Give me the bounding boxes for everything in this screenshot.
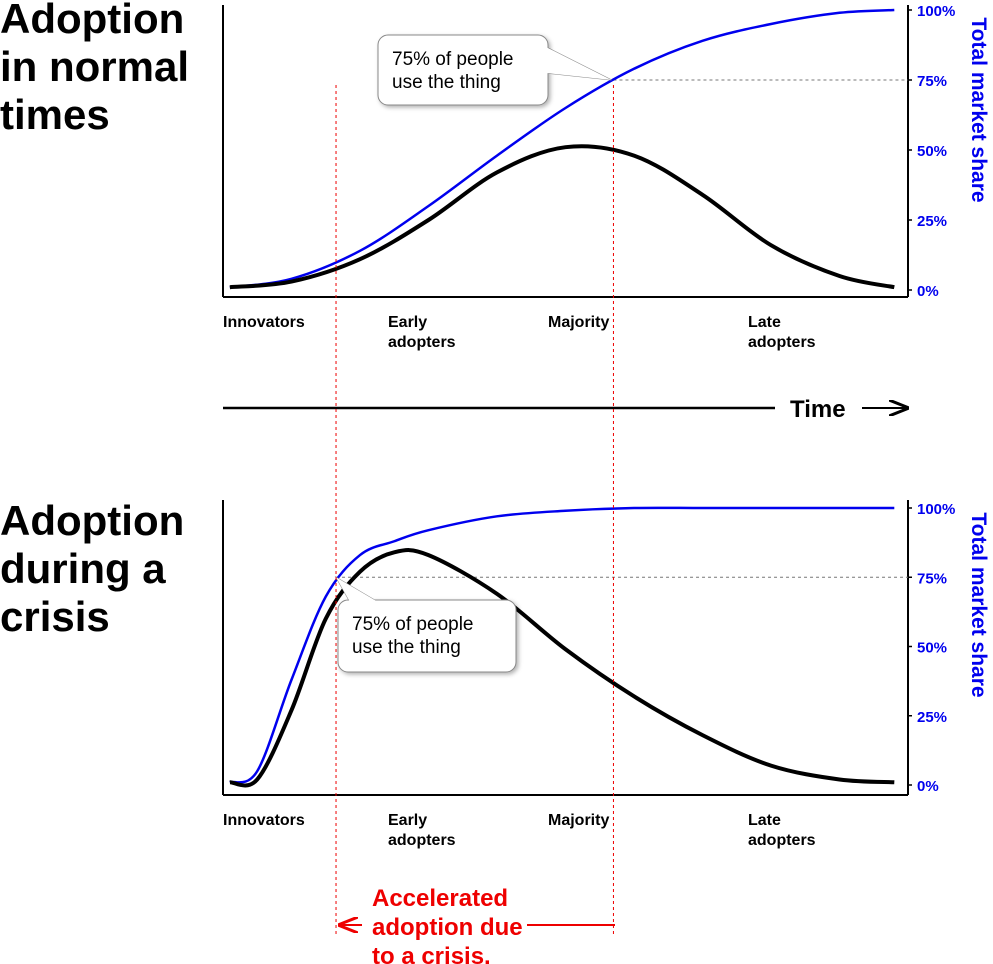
y-tick-label: 75% [917, 73, 947, 90]
curve [229, 548, 895, 788]
y-tick-label: 50% [917, 640, 947, 657]
annotation-line: to a crisis. [372, 943, 491, 964]
callout-text-line: 75% of people [392, 49, 514, 70]
stage-label: Early adopters [388, 314, 456, 351]
chart-title-line: Adoption [0, 0, 184, 42]
callout-pointer-cover [546, 47, 612, 80]
stage-label: Majority [548, 812, 609, 829]
stage-label-line: Early [388, 314, 427, 331]
curve [229, 144, 895, 290]
curve [229, 506, 895, 784]
y-tick-label: 75% [917, 570, 947, 587]
time-label: Time [790, 396, 846, 423]
callout-pointer-cover [336, 577, 378, 602]
chart-title: Adoption during a crisis [0, 497, 184, 640]
callout-box [377, 34, 549, 106]
stage-label-line: adopters [388, 334, 456, 351]
y-tick-label: 0% [917, 283, 939, 300]
callout-text: 75% of people use the thing [352, 614, 474, 658]
stage-label-line: adopters [748, 334, 816, 351]
y-tick-label: 50% [917, 143, 947, 160]
callout-text-line: use the thing [352, 637, 461, 658]
callout-text-line: use the thing [392, 72, 501, 93]
stage-label-line: Late [748, 812, 781, 829]
annotation-line: Accelerated [372, 885, 508, 912]
stage-label: Innovators [223, 812, 305, 829]
stage-label-line: Majority [548, 812, 609, 829]
y-tick-label: 0% [917, 778, 939, 795]
stage-label-line: Early [388, 812, 427, 829]
stage-label-line: Late [748, 314, 781, 331]
y-tick-label: 100% [917, 3, 955, 20]
chart-title-line: Adoption [0, 497, 184, 544]
stage-label-line: Innovators [223, 314, 305, 331]
stage-label: Early adopters [388, 812, 456, 849]
stage-label: Majority [548, 314, 609, 331]
y-axis-label: Total market share [967, 17, 990, 202]
callout-text: 75% of people use the thing [392, 49, 514, 93]
chart-title-line: crisis [0, 593, 110, 640]
chart-title: Adoption in normal times [0, 0, 189, 138]
y-tick-label: 25% [917, 709, 947, 726]
stage-label: Innovators [223, 314, 305, 331]
callout-text-line: 75% of people [352, 614, 474, 635]
y-tick-label: 25% [917, 213, 947, 230]
annotation-line: adoption due [372, 914, 523, 941]
stage-label-line: adopters [388, 832, 456, 849]
chart-title-line: in normal [0, 43, 189, 90]
chart-title-line: during a [0, 545, 166, 592]
curve [229, 8, 895, 289]
y-tick-label: 100% [917, 501, 955, 518]
stage-label-line: adopters [748, 832, 816, 849]
annotation: Accelerated adoption due to a crisis. [372, 885, 523, 964]
callout-box [337, 599, 517, 673]
stage-label: Late adopters [748, 314, 816, 351]
stage-label-line: Majority [548, 314, 609, 331]
stage-label-line: Innovators [223, 812, 305, 829]
y-axis-label: Total market share [967, 512, 990, 697]
stage-label: Late adopters [748, 812, 816, 849]
chart-title-line: times [0, 91, 110, 138]
